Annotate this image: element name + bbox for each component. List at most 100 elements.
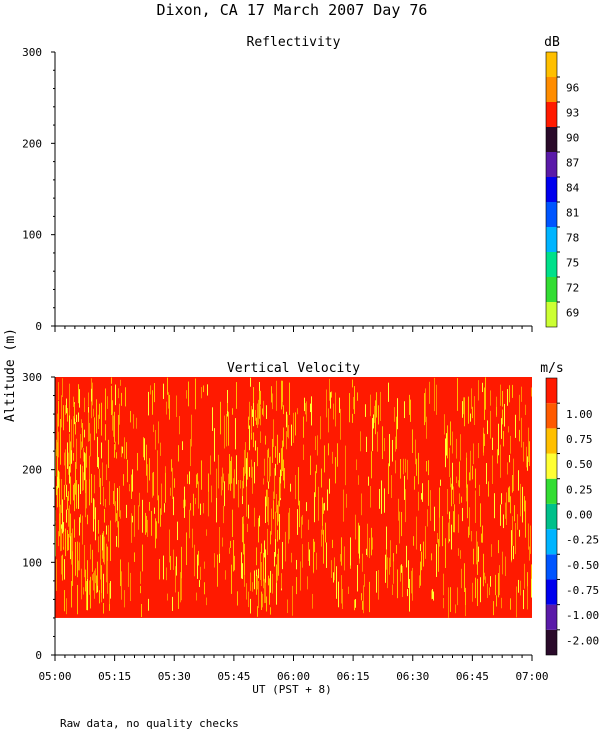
velocity-streak bbox=[103, 602, 104, 614]
velocity-streak bbox=[500, 504, 501, 526]
velocity-streak bbox=[512, 516, 513, 546]
velocity-streak bbox=[340, 554, 341, 562]
velocity-streak bbox=[181, 569, 182, 601]
velocity-streak bbox=[447, 425, 448, 459]
velocity-streak bbox=[488, 481, 489, 497]
velocity-streak bbox=[315, 436, 316, 451]
velocity-streak bbox=[180, 572, 181, 603]
velocity-streak bbox=[82, 423, 83, 433]
velocity-streak bbox=[409, 394, 410, 415]
velocity-streak bbox=[199, 580, 200, 588]
velocity-streak bbox=[94, 499, 95, 520]
velocity-streak bbox=[159, 558, 160, 580]
velocity-streak bbox=[117, 508, 118, 528]
velocity-streak bbox=[206, 597, 207, 606]
velocity-streak bbox=[101, 565, 102, 594]
velocity-streak bbox=[456, 438, 457, 459]
velocity-streak bbox=[464, 563, 465, 593]
velocity-streak bbox=[397, 398, 398, 430]
velocity-streak bbox=[265, 582, 266, 603]
velocity-streak bbox=[412, 567, 413, 601]
velocity-streak bbox=[80, 464, 81, 495]
velocity-streak bbox=[492, 455, 493, 484]
velocity-streak bbox=[470, 413, 471, 422]
velocity-streak bbox=[73, 416, 74, 448]
velocity-streak bbox=[255, 409, 256, 421]
velocity-streak bbox=[304, 397, 305, 412]
velocity-streak bbox=[521, 417, 522, 448]
velocity-streak bbox=[200, 503, 201, 515]
velocity-streak bbox=[301, 516, 302, 539]
velocity-streak bbox=[341, 575, 342, 604]
velocity-streak bbox=[59, 478, 60, 508]
velocity-streak bbox=[459, 493, 460, 504]
velocity-streak bbox=[426, 416, 427, 439]
colorbar-label: -0.50 bbox=[566, 559, 599, 572]
velocity-streak bbox=[439, 514, 440, 547]
velocity-streak bbox=[475, 468, 476, 489]
velocity-streak bbox=[97, 561, 98, 587]
velocity-streak bbox=[89, 455, 90, 489]
velocity-streak bbox=[506, 492, 507, 525]
velocity-streak bbox=[311, 396, 312, 426]
velocity-streak bbox=[147, 519, 148, 537]
velocity-streak bbox=[121, 392, 122, 406]
velocity-streak bbox=[270, 570, 271, 593]
velocity-streak bbox=[105, 424, 106, 441]
velocity-streak bbox=[500, 384, 501, 406]
velocity-streak bbox=[175, 566, 176, 593]
velocity-streak bbox=[86, 446, 87, 468]
velocity-streak bbox=[83, 472, 84, 491]
velocity-streak bbox=[106, 464, 107, 481]
velocity-streak bbox=[90, 576, 91, 603]
velocity-streak bbox=[152, 472, 153, 498]
velocity-streak bbox=[57, 413, 58, 443]
velocity-streak bbox=[501, 597, 502, 609]
velocity-streak bbox=[68, 491, 69, 501]
velocity-streak bbox=[380, 391, 381, 421]
velocity-streak bbox=[157, 450, 158, 483]
velocity-streak bbox=[524, 496, 525, 512]
velocity-streak bbox=[252, 582, 253, 592]
velocity-streak bbox=[524, 563, 525, 589]
velocity-streak bbox=[130, 410, 131, 423]
velocity-streak bbox=[288, 425, 289, 439]
colorbar-swatch bbox=[546, 453, 557, 479]
colorbar-swatch bbox=[546, 503, 557, 530]
velocity-streak bbox=[241, 552, 242, 579]
velocity-streak bbox=[220, 401, 221, 435]
velocity-streak bbox=[494, 493, 495, 519]
velocity-streak bbox=[189, 471, 190, 485]
velocity-streak bbox=[83, 448, 84, 462]
colorbar-swatch bbox=[546, 177, 557, 202]
velocity-streak bbox=[134, 505, 135, 537]
velocity-streak bbox=[214, 428, 215, 462]
velocity-streak bbox=[100, 548, 101, 580]
velocity-streak bbox=[287, 414, 288, 438]
velocity-streak bbox=[498, 423, 499, 456]
velocity-streak bbox=[183, 499, 184, 508]
velocity-streak bbox=[155, 429, 156, 450]
velocity-streak bbox=[78, 384, 79, 404]
velocity-streak bbox=[299, 500, 300, 528]
velocity-streak bbox=[326, 542, 327, 568]
velocity-streak bbox=[216, 468, 217, 498]
velocity-streak bbox=[258, 399, 259, 425]
velocity-streak bbox=[62, 499, 63, 534]
velocity-streak bbox=[277, 434, 278, 465]
velocity-streak bbox=[328, 408, 329, 433]
velocity-heatmap bbox=[55, 377, 532, 618]
velocity-streak bbox=[286, 411, 287, 428]
velocity-streak bbox=[400, 565, 401, 582]
velocity-streak bbox=[280, 469, 281, 484]
velocity-streak bbox=[327, 489, 328, 511]
colorbar-label: 96 bbox=[566, 82, 579, 95]
velocity-streak bbox=[103, 573, 104, 599]
velocity-streak bbox=[531, 578, 532, 598]
velocity-streak bbox=[113, 415, 114, 437]
velocity-streak bbox=[246, 458, 247, 487]
colorbar-swatch bbox=[546, 629, 557, 655]
velocity-streak bbox=[186, 532, 187, 566]
velocity-streak bbox=[75, 421, 76, 435]
velocity-streak bbox=[407, 589, 408, 597]
